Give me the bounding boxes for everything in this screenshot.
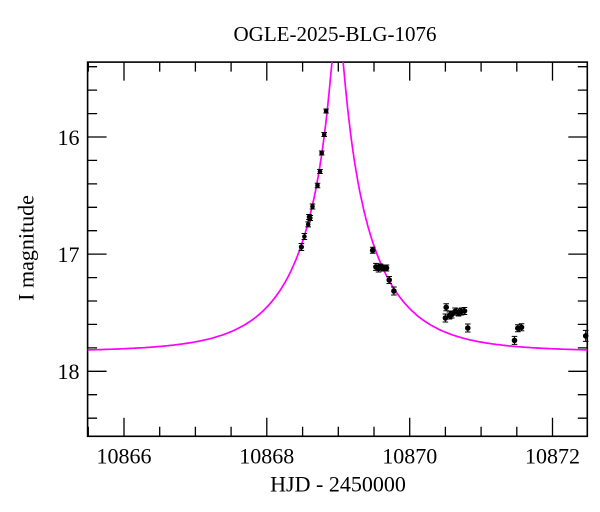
svg-text:OGLE-2025-BLG-1076: OGLE-2025-BLG-1076 <box>234 22 437 46</box>
svg-text:HJD - 2450000: HJD - 2450000 <box>270 472 406 497</box>
svg-text:10870: 10870 <box>382 444 437 469</box>
svg-text:17: 17 <box>58 242 80 267</box>
svg-text:18: 18 <box>58 359 80 384</box>
svg-text:16: 16 <box>58 125 80 150</box>
svg-text:10866: 10866 <box>97 444 152 469</box>
svg-text:I magnitude: I magnitude <box>14 195 39 301</box>
svg-text:10872: 10872 <box>525 444 580 469</box>
svg-text:10868: 10868 <box>239 444 294 469</box>
